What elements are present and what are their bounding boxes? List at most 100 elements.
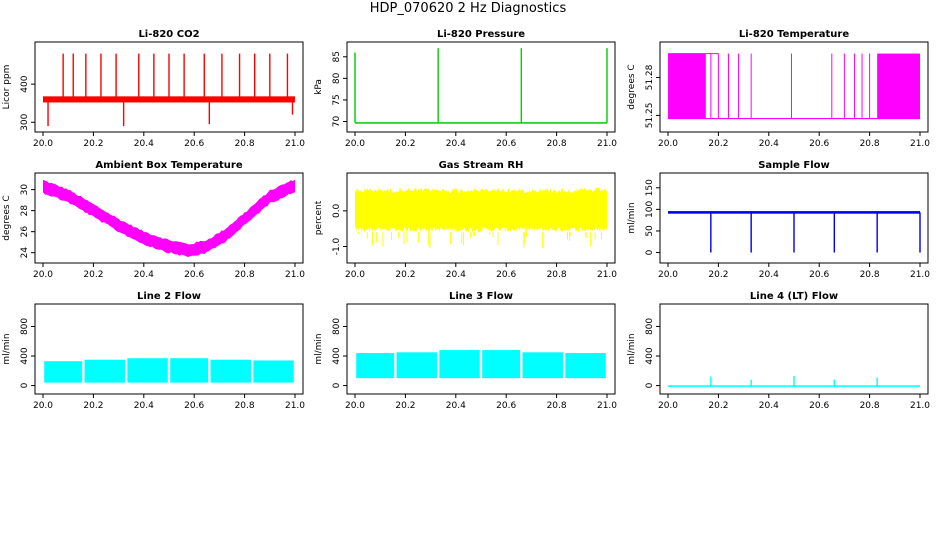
plot-frame <box>659 41 929 133</box>
x-tick-label: 20.2 <box>83 139 103 149</box>
panel-title: Li-820 Pressure <box>437 29 525 40</box>
plot-frame <box>659 172 929 264</box>
series-area <box>43 179 295 257</box>
panel-co2: Li-820 CO2 Licor ppm 20.0 20.2 20.4 20.6 20.8 2… <box>2 29 305 149</box>
x-tick-label: 20.8 <box>547 270 567 280</box>
flow-block-0 <box>356 353 395 379</box>
flow-block-4 <box>522 352 563 379</box>
x-tick-label: 20.2 <box>83 401 103 411</box>
series-band <box>355 122 607 124</box>
panel-title: Gas Stream RH <box>439 160 524 171</box>
x-tick-label: 20.8 <box>235 270 255 280</box>
y-axis-label: Licor ppm <box>2 65 12 110</box>
x-tick-label: 20.6 <box>184 139 204 149</box>
y-tick-label: 400 <box>20 347 30 364</box>
y-tick-label: 26 <box>20 226 30 238</box>
x-tick-label: 20.8 <box>235 401 255 411</box>
y-tick-label: 30 <box>20 184 30 196</box>
flow-block-1 <box>84 359 125 383</box>
x-tick-label: 21.0 <box>910 139 930 149</box>
x-tick-label: 21.0 <box>597 139 617 149</box>
dense-block-0 <box>668 53 706 119</box>
y-tick-label: 24 <box>20 247 30 259</box>
y-tick-label: 51.25 <box>645 103 655 129</box>
x-tick-label: 20.2 <box>708 401 728 411</box>
y-axis-label: ml/min <box>627 202 637 233</box>
x-tick-label: 20.6 <box>809 270 829 280</box>
series-line <box>668 211 921 253</box>
x-tick-label: 20.4 <box>759 139 779 149</box>
x-tick-label: 20.0 <box>345 139 365 149</box>
flow-block-3 <box>170 358 209 383</box>
y-axis-label: degrees C <box>2 195 12 240</box>
y-tick-label: 400 <box>20 75 30 92</box>
y-tick-label: 85 <box>332 51 342 62</box>
x-tick-label: 20.6 <box>809 139 829 149</box>
plot-frame <box>34 172 304 264</box>
x-tick-label: 20.2 <box>83 270 103 280</box>
y-tick-label: 400 <box>645 347 655 364</box>
y-tick-label: 150 <box>645 179 655 196</box>
x-tick-label: 20.4 <box>446 270 466 280</box>
series-band <box>668 385 920 387</box>
y-axis-label: degrees C <box>627 64 637 109</box>
y-tick-label: 300 <box>20 113 30 130</box>
x-tick-label: 21.0 <box>597 270 617 280</box>
flow-block-5 <box>565 353 606 379</box>
x-tick-label: 20.4 <box>759 401 779 411</box>
x-tick-label: 20.2 <box>395 270 415 280</box>
x-tick-label: 20.8 <box>547 401 567 411</box>
x-tick-label: 20.2 <box>395 139 415 149</box>
x-tick-label: 21.0 <box>910 270 930 280</box>
y-axis-label: ml/min <box>314 333 324 364</box>
x-tick-label: 20.2 <box>708 270 728 280</box>
x-tick-label: 20.0 <box>33 139 53 149</box>
plot-frame <box>346 172 616 264</box>
y-tick-label: 800 <box>20 318 30 335</box>
x-tick-label: 20.8 <box>547 139 567 149</box>
x-tick-label: 20.8 <box>860 270 880 280</box>
x-tick-label: 20.6 <box>184 270 204 280</box>
y-tick-label: 50 <box>645 225 655 237</box>
y-tick-label: 51.28 <box>645 64 655 90</box>
x-tick-label: 20.2 <box>708 139 728 149</box>
series-line <box>43 53 295 127</box>
y-tick-label: 80 <box>332 72 342 84</box>
series-line <box>44 358 294 383</box>
y-axis-label: percent <box>314 200 324 235</box>
x-tick-label: 20.6 <box>496 139 516 149</box>
x-tick-label: 20.0 <box>33 270 53 280</box>
panel-sample: Sample Flow ml/min 20.0 20.2 20.4 20.6 20.8 21.… <box>627 160 930 280</box>
x-tick-label: 20.4 <box>134 270 154 280</box>
plot-frame <box>34 303 304 395</box>
y-axis-label: kPa <box>314 79 324 95</box>
x-tick-label: 20.0 <box>658 139 678 149</box>
y-tick-label: 28 <box>20 205 30 217</box>
series-line <box>668 375 920 387</box>
y-tick-label: 0 <box>645 382 655 388</box>
y-tick-label: 0.0 <box>332 203 342 218</box>
flow-block-2 <box>127 358 168 383</box>
y-tick-label: 800 <box>645 318 655 335</box>
series-line <box>354 48 608 124</box>
x-tick-label: 20.8 <box>860 139 880 149</box>
x-tick-label: 20.8 <box>235 139 255 149</box>
panel-line3: Line 3 Flow ml/min 20.0 20.2 20.4 20.6 20.8 21.… <box>314 291 617 411</box>
y-tick-label: 75 <box>332 94 342 105</box>
y-tick-label: 0 <box>645 249 655 255</box>
panel-line4: Line 4 (LT) Flow ml/min 20.0 20.2 20.4 20.6 20… <box>627 291 930 411</box>
panel-title: Line 2 Flow <box>137 291 201 302</box>
panel-line2: Line 2 Flow ml/min 20.0 20.2 20.4 20.6 20.8 21.… <box>2 291 305 411</box>
plot-frame <box>346 41 616 133</box>
flow-block-3 <box>482 350 521 379</box>
panel-title: Sample Flow <box>758 160 830 171</box>
plot-frame <box>34 41 304 133</box>
series-line <box>668 53 920 120</box>
flow-block-4 <box>210 359 251 383</box>
plot-frame <box>346 303 616 395</box>
panel-temperature: Li-820 Temperature degrees C 20.0 20.2 20.4 2… <box>627 29 930 149</box>
figure-title: HDP_070620 2 Hz Diagnostics <box>369 1 567 16</box>
y-tick-label: 100 <box>645 201 655 218</box>
